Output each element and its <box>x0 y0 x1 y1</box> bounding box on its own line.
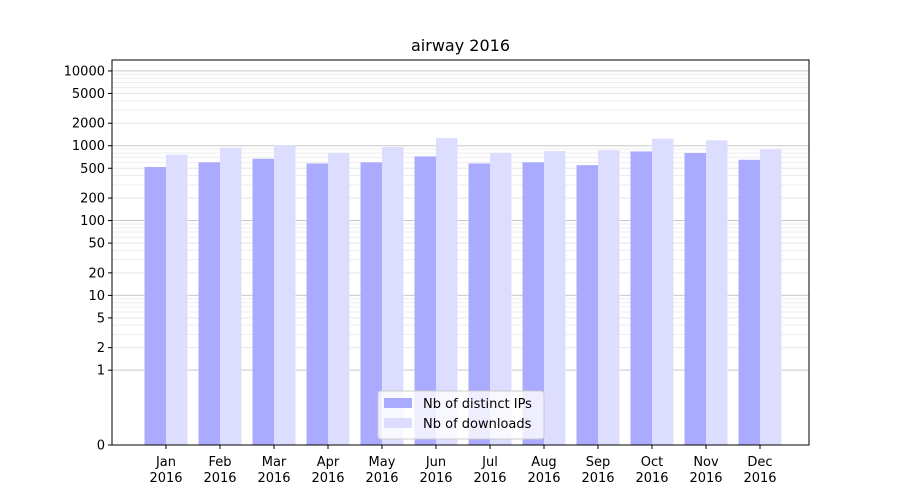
y-tick-label: 20 <box>88 266 105 281</box>
x-tick-label: Mar 2016 <box>257 455 290 486</box>
x-axis: Jan 2016 Feb 2016 Mar 2016 Apr 2016 May 2016 Jun 20… <box>149 445 777 486</box>
bar-downloads <box>652 138 674 445</box>
bar-downloads <box>166 154 188 445</box>
x-tick-label: Jan 2016 <box>149 455 182 486</box>
y-tick-label: 50 <box>88 237 105 252</box>
bar-downloads <box>328 152 350 445</box>
y-tick-label: 500 <box>80 162 105 177</box>
x-tick-label: Nov 2016 <box>689 455 722 486</box>
bar-downloads <box>544 151 566 445</box>
x-tick-label: Apr 2016 <box>311 455 344 486</box>
y-tick-label: 100 <box>80 214 105 229</box>
x-tick-label: May 2016 <box>365 455 398 486</box>
y-axis: 0 1 2 5 10 20 50 100 200 500 1000 2000 5000 10000 <box>64 64 112 454</box>
x-tick-label: Feb 2016 <box>203 455 236 486</box>
y-tick-label: 1000 <box>72 139 105 154</box>
bar-downloads <box>436 137 458 445</box>
y-tick-label: 10000 <box>64 64 105 79</box>
x-tick-label: Dec 2016 <box>743 455 776 486</box>
chart-title: airway 2016 <box>411 36 510 55</box>
legend: Nb of distinct IPs Nb of downloads <box>377 390 545 440</box>
bar-downloads <box>760 149 782 445</box>
bar-downloads <box>274 145 296 445</box>
bar-distinct-ips <box>306 163 328 445</box>
bar-distinct-ips <box>576 165 598 445</box>
y-tick-label: 2000 <box>72 117 105 132</box>
bar-distinct-ips <box>522 162 544 445</box>
x-tick-label: Aug 2016 <box>527 455 560 486</box>
y-tick-label: 10 <box>88 289 105 304</box>
bar-downloads <box>220 147 242 445</box>
x-tick-label: Sep 2016 <box>581 455 614 486</box>
bar-distinct-ips <box>144 166 166 445</box>
x-tick-label: Oct 2016 <box>635 455 668 486</box>
y-tick-label: 200 <box>80 192 105 207</box>
x-tick-label: Jun 2016 <box>419 455 452 486</box>
legend-swatch <box>384 418 412 428</box>
bar-distinct-ips <box>738 159 760 445</box>
legend-label: Nb of distinct IPs <box>423 397 532 412</box>
bar-distinct-ips <box>360 162 382 445</box>
bar-distinct-ips <box>198 162 220 445</box>
bar-downloads <box>490 152 512 445</box>
y-tick-label: 5 <box>97 311 105 326</box>
legend-box <box>377 390 545 440</box>
plot-frame <box>111 59 810 446</box>
bar-downloads <box>598 150 620 445</box>
bar-downloads <box>706 140 728 445</box>
bar-distinct-ips <box>468 163 490 445</box>
legend-label: Nb of downloads <box>423 417 532 432</box>
bars <box>144 137 782 445</box>
x-tick-label: Jul 2016 <box>473 455 506 486</box>
bar-distinct-ips <box>630 151 652 445</box>
bar-downloads <box>382 147 404 445</box>
legend-swatch <box>384 398 412 408</box>
y-tick-label: 2 <box>97 341 105 356</box>
y-tick-label: 1 <box>97 364 105 379</box>
bar-distinct-ips <box>252 158 274 445</box>
bar-distinct-ips <box>414 156 436 445</box>
bar-distinct-ips <box>684 152 706 445</box>
y-tick-label: 5000 <box>72 87 105 102</box>
y-tick-label: 0 <box>97 439 105 454</box>
